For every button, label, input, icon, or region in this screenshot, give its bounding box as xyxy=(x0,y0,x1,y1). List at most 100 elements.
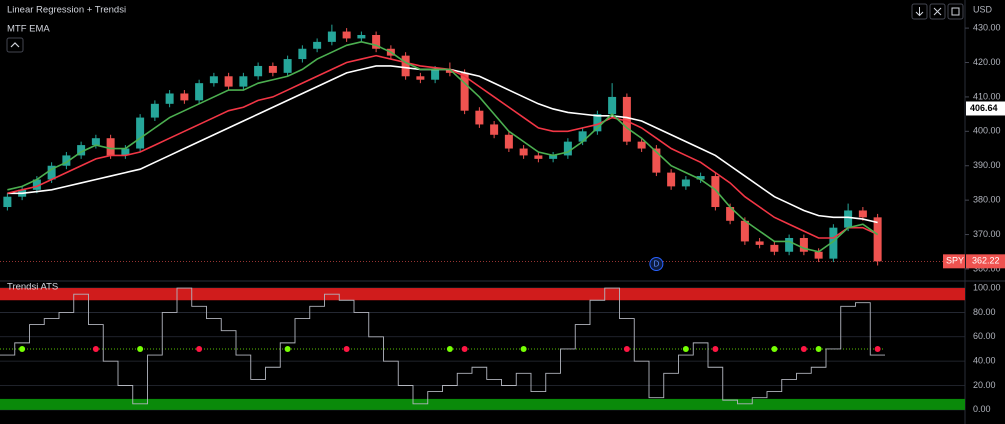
candle-body xyxy=(785,237,794,252)
candle-body xyxy=(740,220,749,242)
buy-signal xyxy=(771,345,778,352)
oversold-zone xyxy=(0,398,965,410)
sell-signal xyxy=(874,345,881,352)
oscillator-line xyxy=(0,287,885,405)
sell-signal xyxy=(461,345,468,352)
price-tag-label: 362.22 xyxy=(972,256,1000,266)
candle-body xyxy=(77,145,86,156)
y-tick-label: 40.00 xyxy=(973,356,996,366)
candle-body xyxy=(711,176,720,208)
event-marker-label: D xyxy=(653,260,659,269)
buy-signal xyxy=(682,345,689,352)
maximize-button[interactable] xyxy=(947,3,964,20)
candle-body xyxy=(681,179,690,187)
close-button[interactable] xyxy=(929,3,946,20)
candle-body xyxy=(858,210,867,218)
overbought-zone xyxy=(0,288,965,301)
candle-body xyxy=(844,210,853,228)
ema-tag xyxy=(966,101,1005,116)
candle-body xyxy=(372,34,381,49)
sell-signal xyxy=(196,345,203,352)
candle-body xyxy=(195,83,204,101)
candle-body xyxy=(578,131,587,142)
candle-body xyxy=(165,93,174,104)
candle-body xyxy=(814,251,823,259)
candle-body xyxy=(298,48,307,60)
y-tick-label: 400.00 xyxy=(973,126,1001,136)
candle-body xyxy=(150,103,159,118)
candle-body xyxy=(224,76,233,87)
event-marker xyxy=(649,257,664,271)
collapse-button[interactable] xyxy=(6,37,24,53)
candle-body xyxy=(652,148,661,173)
candle-body xyxy=(549,155,558,159)
buy-signal xyxy=(446,345,453,352)
candle-body xyxy=(121,148,130,156)
candle-body xyxy=(401,55,410,77)
candle-body xyxy=(91,138,100,146)
ema-tag-label: 406.64 xyxy=(970,103,998,113)
candle-body xyxy=(357,34,366,39)
candle-body xyxy=(490,124,499,135)
symbol-tag-label: SPY xyxy=(946,256,964,266)
symbol-tag xyxy=(943,254,965,269)
candle-body xyxy=(342,31,351,39)
ema-line xyxy=(7,41,879,253)
candle-body xyxy=(327,31,336,42)
sell-signal xyxy=(623,345,630,352)
move-down-button[interactable] xyxy=(911,3,928,20)
candle-body xyxy=(136,117,145,149)
candle-body xyxy=(873,217,882,262)
buy-signal xyxy=(137,345,144,352)
chart-subtitle: MTF EMA xyxy=(7,24,50,35)
candle-body xyxy=(313,41,322,49)
candle-body xyxy=(62,155,71,166)
sell-signal xyxy=(92,345,99,352)
candle-body xyxy=(431,69,440,80)
candle-body xyxy=(799,237,808,252)
buy-signal xyxy=(815,345,822,352)
candle-body xyxy=(47,165,56,180)
candle-body xyxy=(416,76,425,80)
candle-body xyxy=(3,196,12,208)
y-tick-label: 100.00 xyxy=(973,282,1001,292)
y-tick-label: 390.00 xyxy=(973,160,1001,170)
buy-signal xyxy=(520,345,527,352)
candle-body xyxy=(106,138,115,156)
y-tick-label: 80.00 xyxy=(973,307,996,317)
candle-body xyxy=(460,72,469,111)
sell-signal xyxy=(343,345,350,352)
candle-body xyxy=(829,227,838,259)
candle-body xyxy=(504,134,513,149)
candle-body xyxy=(254,65,263,77)
sell-signal xyxy=(712,345,719,352)
y-tick-label: 430.00 xyxy=(973,22,1001,32)
candle-body xyxy=(209,76,218,84)
candle-body xyxy=(593,114,602,132)
candle-body xyxy=(268,65,277,73)
candle-body xyxy=(622,96,631,142)
buy-signal xyxy=(284,345,291,352)
candle-body xyxy=(445,69,454,73)
currency-label[interactable]: USD xyxy=(973,4,993,14)
candle-body xyxy=(637,141,646,149)
candle-body xyxy=(563,141,572,156)
price-tag xyxy=(966,254,1005,269)
y-tick-label: 60.00 xyxy=(973,331,996,341)
candle-body xyxy=(519,148,528,156)
y-tick-label: 420.00 xyxy=(973,57,1001,67)
y-tick-label: 0.00 xyxy=(973,404,991,414)
y-tick-label: 360.00 xyxy=(973,263,1001,273)
candle-body xyxy=(239,76,248,87)
candle-body xyxy=(770,244,779,252)
y-tick-label: 380.00 xyxy=(973,195,1001,205)
toolbar xyxy=(911,3,964,20)
y-tick-label: 410.00 xyxy=(973,91,1001,101)
indicator-title: Trendsi ATS xyxy=(7,282,58,293)
ema-line xyxy=(7,54,878,239)
y-tick-label: 370.00 xyxy=(973,229,1001,239)
candle-body xyxy=(32,179,41,190)
candle-body xyxy=(180,93,189,101)
candle-body xyxy=(667,172,676,187)
